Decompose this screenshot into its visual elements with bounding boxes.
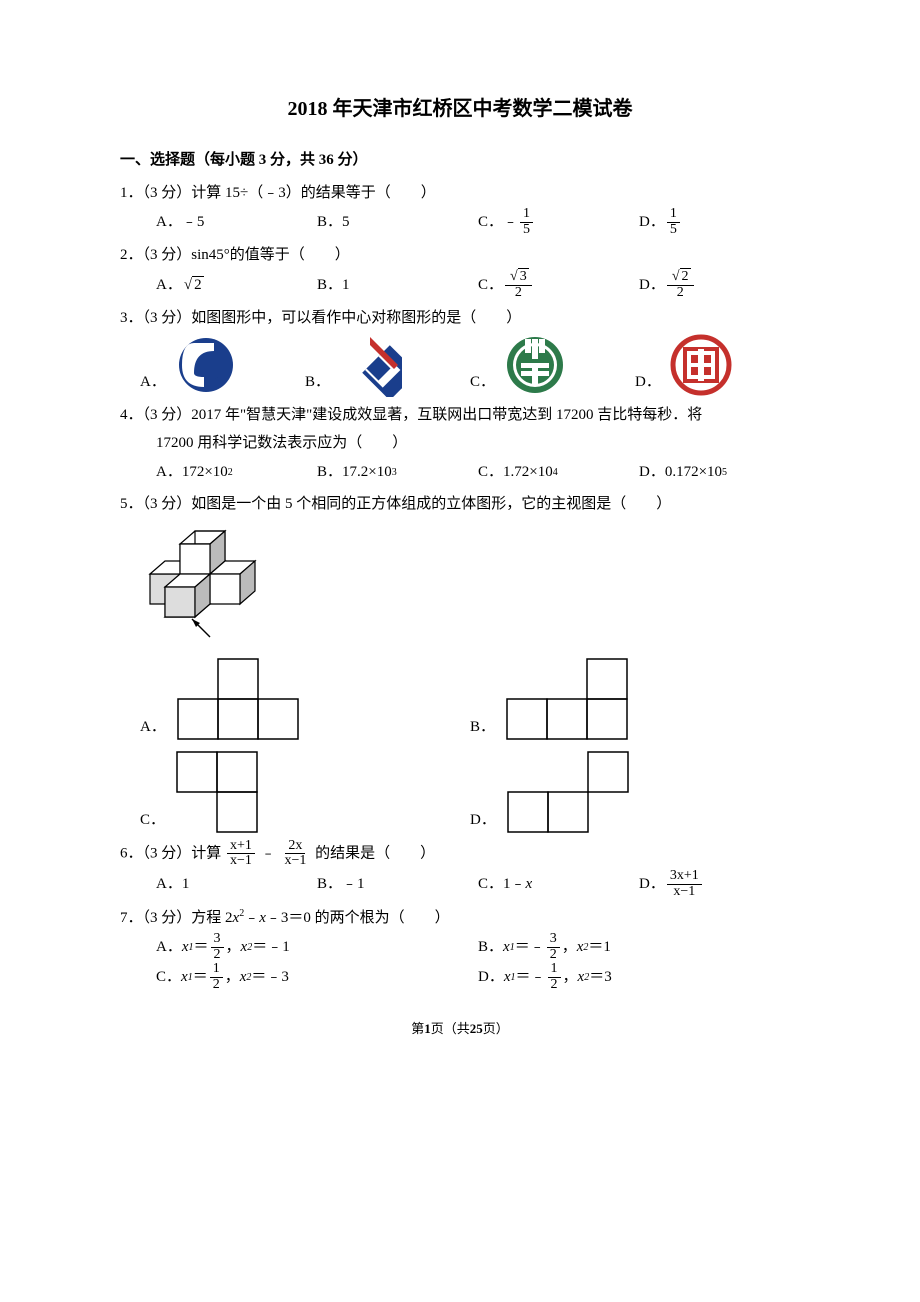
q4-opt-a[interactable]: A．172×102 [156, 458, 317, 487]
q4-stem-2: 17200 用科学记数法表示应为（ ） [120, 429, 800, 458]
view-b-icon [505, 657, 635, 742]
q6-opt-a[interactable]: A．1 [156, 870, 317, 899]
q5-opt-d[interactable]: D． [470, 750, 800, 835]
q5-opt-c[interactable]: C． [140, 750, 470, 835]
view-a-icon [176, 657, 306, 742]
q7-opt-b[interactable]: B．x1＝﹣ 32 ，x2＝1 [478, 932, 800, 962]
q5-opt-b[interactable]: B． [470, 657, 800, 742]
q5-row1: A． B． [120, 657, 800, 742]
logo-d-icon [669, 333, 733, 397]
fraction: 15 [520, 207, 533, 237]
q1-opt-d[interactable]: D． 15 [639, 207, 800, 237]
view-d-icon [506, 750, 636, 835]
fraction: 12 [210, 962, 223, 992]
q3-opt-b[interactable]: B． [305, 333, 470, 397]
q6-options: A．1 B．﹣1 C．1﹣x D． 3x+1x−1 [120, 869, 800, 899]
q3-logos: A． B． C． D． [120, 333, 800, 397]
q2-stem: 2．（3 分）sin45°的值等于（ ） [120, 241, 800, 270]
q1-opt-a[interactable]: A．﹣5 [156, 208, 317, 237]
q6-opt-c[interactable]: C．1﹣x [478, 870, 639, 899]
exam-title: 2018 年天津市红桥区中考数学二模试卷 [120, 90, 800, 128]
fraction: 3 2 [505, 270, 532, 300]
fraction: 32 [547, 932, 560, 962]
q4-opt-b[interactable]: B．17.2×103 [317, 458, 478, 487]
q2-opt-c[interactable]: C． 3 2 [478, 270, 639, 300]
sqrt: 2 [182, 271, 204, 300]
q6-opt-d[interactable]: D． 3x+1x−1 [639, 869, 800, 899]
q3-opt-c[interactable]: C． [470, 333, 635, 397]
q4-stem-1: 4．（3 分）2017 年"智慧天津"建设成效显著，互联网出口带宽达到 1720… [120, 401, 800, 430]
q3-opt-a[interactable]: A． [140, 333, 305, 397]
cubes-figure [140, 519, 290, 649]
fraction: 15 [667, 207, 680, 237]
fraction: 2xx−1 [281, 839, 309, 869]
q2-opt-a[interactable]: A． 2 [156, 271, 317, 300]
q7-opt-c[interactable]: C．x1＝ 12 ，x2＝﹣3 [156, 962, 478, 992]
q6-opt-b[interactable]: B．﹣1 [317, 870, 478, 899]
q1-options: A．﹣5 B．5 C．﹣ 15 D． 15 [120, 207, 800, 237]
q2-options: A． 2 B．1 C． 3 2 D． 2 2 [120, 270, 800, 300]
q2-opt-b[interactable]: B．1 [317, 271, 478, 300]
fraction: 3x+1x−1 [667, 869, 702, 899]
q7-opt-a[interactable]: A．x1＝ 32 ，x2＝﹣1 [156, 932, 478, 962]
q5-opt-a[interactable]: A． [140, 657, 470, 742]
logo-c-icon [503, 333, 567, 397]
fraction: 2 2 [667, 270, 694, 300]
q4-options: A．172×102 B．17.2×103 C．1.72×104 D．0.172×… [120, 458, 800, 487]
q1-opt-c[interactable]: C．﹣ 15 [478, 207, 639, 237]
logo-a-icon [174, 333, 238, 397]
view-c-icon [175, 750, 305, 835]
q5-stem: 5．（3 分）如图是一个由 5 个相同的正方体组成的立体图形，它的主视图是（ ） [120, 490, 800, 519]
page-footer: 第1页（共25页） [120, 1017, 800, 1042]
q7-opt-d[interactable]: D．x1＝﹣ 12 ，x2＝3 [478, 962, 800, 992]
logo-b-icon [338, 333, 402, 397]
q7-stem: 7．（3 分）方程 2x2﹣x﹣3＝0 的两个根为（ ） [120, 904, 800, 933]
q1-opt-b[interactable]: B．5 [317, 208, 478, 237]
q7-options-1: A．x1＝ 32 ，x2＝﹣1 B．x1＝﹣ 32 ，x2＝1 [120, 932, 800, 962]
q1-stem: 1．（3 分）计算 15÷（﹣3）的结果等于（ ） [120, 179, 800, 208]
fraction: 32 [211, 932, 224, 962]
q7-options-2: C．x1＝ 12 ，x2＝﹣3 D．x1＝﹣ 12 ，x2＝3 [120, 962, 800, 992]
q2-opt-d[interactable]: D． 2 2 [639, 270, 800, 300]
q5-row2: C． D． [120, 750, 800, 835]
q3-opt-d[interactable]: D． [635, 333, 800, 397]
fraction: x+1x−1 [227, 839, 255, 869]
q4-opt-d[interactable]: D．0.172×105 [639, 458, 800, 487]
q3-stem: 3．（3 分）如图图形中，可以看作中心对称图形的是（ ） [120, 304, 800, 333]
section-header: 一、选择题（每小题 3 分，共 36 分） [120, 146, 800, 175]
fraction: 12 [548, 962, 561, 992]
q6-stem: 6．（3 分）计算 x+1x−1 ﹣ 2xx−1 的结果是（ ） [120, 839, 800, 869]
q4-opt-c[interactable]: C．1.72×104 [478, 458, 639, 487]
